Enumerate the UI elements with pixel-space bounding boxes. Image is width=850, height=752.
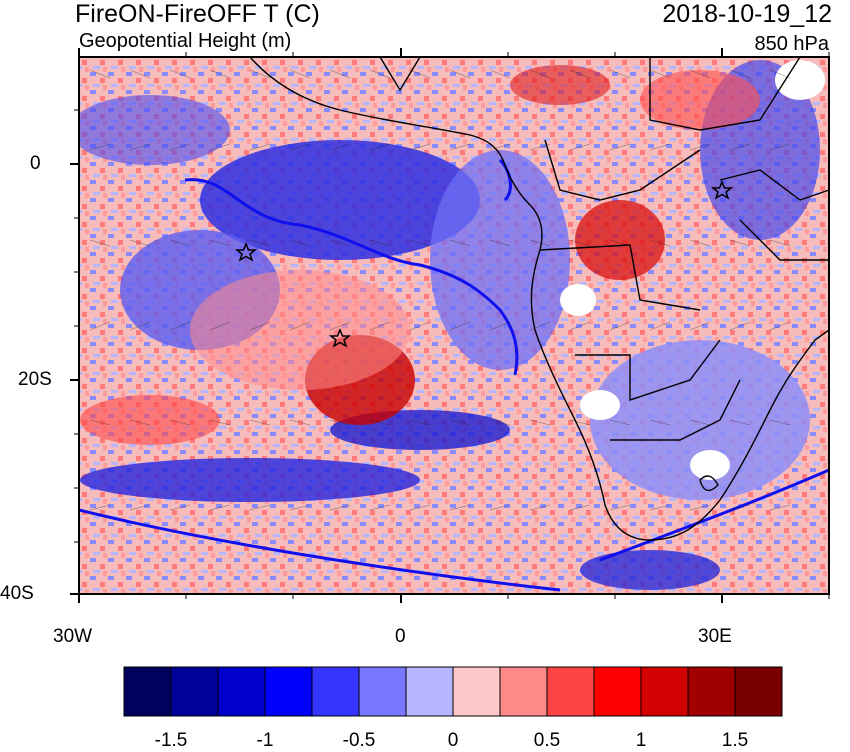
colorbar-swatch <box>734 666 783 717</box>
colorbar <box>123 666 783 717</box>
star-marker <box>328 328 352 348</box>
lat-label-0: 0 <box>30 153 41 174</box>
lon-label-0: 0 <box>395 626 406 647</box>
colorbar-swatch <box>311 666 360 717</box>
date-label: 2018-10-19_12 <box>662 0 832 28</box>
lon-label-30e: 30E <box>698 626 732 647</box>
lat-label-20s: 20S <box>18 369 52 390</box>
colorbar-swatch <box>687 666 736 717</box>
colorbar-swatch <box>546 666 595 717</box>
colorbar-tick-label: 1.5 <box>721 730 749 751</box>
colorbar-tick-label: -1 <box>256 730 274 751</box>
colorbar-swatch <box>640 666 689 717</box>
temperature-difference-field <box>79 57 829 594</box>
plot-title: FireON-FireOFF T (C) <box>75 0 320 28</box>
colorbar-swatch <box>405 666 454 717</box>
colorbar-tick-label: 0.5 <box>533 730 561 751</box>
colorbar-swatch <box>123 666 172 717</box>
geopotential-contours <box>79 158 829 592</box>
colorbar-swatch <box>593 666 642 717</box>
wind-barbs <box>89 69 791 511</box>
colorbar-swatch <box>452 666 501 717</box>
colorbar-tick-label: 0 <box>447 730 459 751</box>
lon-label-30w: 30W <box>53 626 93 647</box>
star-markers <box>234 180 734 348</box>
map-frame <box>70 48 830 603</box>
pressure-level-label: 850 hPa <box>754 33 829 55</box>
star-marker <box>234 242 258 262</box>
colorbar-swatch <box>264 666 313 717</box>
colorbar-tick-label: 1 <box>635 730 647 751</box>
lat-label-40s: 40S <box>0 583 34 604</box>
colorbar-tick-label: -0.5 <box>342 730 376 751</box>
colorbar-swatch <box>217 666 266 717</box>
coastlines-and-borders <box>249 57 829 541</box>
colorbar-swatch <box>170 666 219 717</box>
colorbar-swatch <box>499 666 548 717</box>
colorbar-swatch <box>358 666 407 717</box>
colorbar-tick-label: -1.5 <box>154 730 188 751</box>
star-marker <box>710 180 734 200</box>
plot-subtitle: Geopotential Height (m) <box>79 30 292 52</box>
